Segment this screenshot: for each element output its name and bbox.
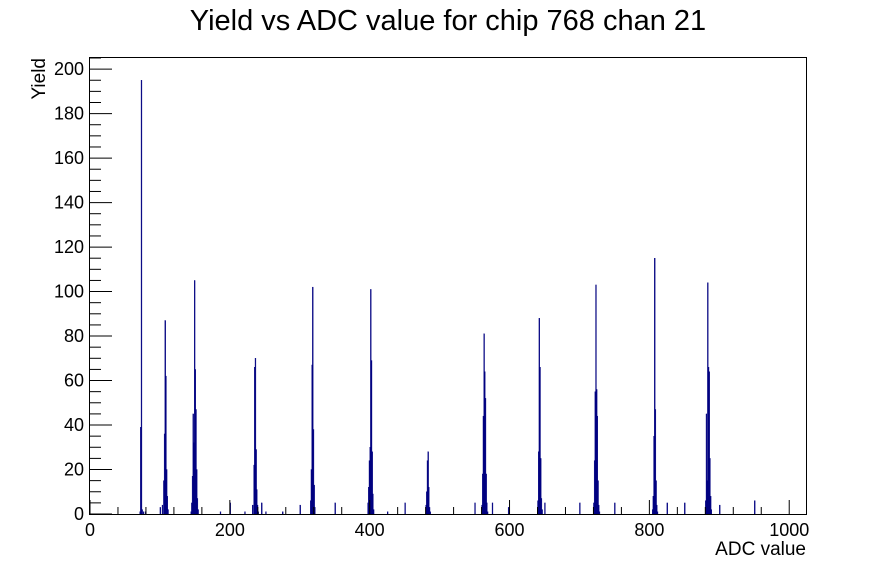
histogram-bin: [404, 502, 406, 515]
histogram-bin: [386, 511, 389, 515]
y-tick-label: 40: [64, 415, 84, 435]
x-axis-label: ADC value: [715, 539, 806, 560]
y-tick-label: 200: [54, 59, 84, 79]
x-tick-label: 200: [215, 520, 245, 540]
y-tick-label: 120: [54, 237, 84, 257]
axes: 0 200 400 600 800 1000 0 20 40 60 80 100 120 140 160 18…: [54, 57, 809, 540]
histogram-bin: [656, 511, 659, 515]
histogram-bin: [544, 502, 546, 515]
histogram-bin: [486, 511, 489, 515]
histogram-bin: [244, 511, 246, 515]
histogram-bin: [474, 502, 476, 515]
y-tick-label: 140: [54, 193, 84, 213]
histogram-bin: [140, 80, 143, 515]
y-axis-label: Yield: [29, 58, 50, 100]
histogram-bin: [429, 511, 431, 515]
histogram-bin: [282, 511, 284, 515]
histogram-bin: [373, 509, 375, 515]
histogram-bin: [299, 504, 301, 515]
y-tick-label: 160: [54, 148, 84, 168]
plot-frame: [89, 57, 807, 515]
histogram-bin: [261, 502, 263, 515]
histogram-bin: [334, 502, 336, 515]
histogram-bin: [252, 504, 254, 515]
histogram-bin: [541, 509, 543, 515]
histogram-bin: [142, 511, 145, 515]
histogram-bin: [314, 507, 316, 515]
histogram-bin: [141, 509, 143, 515]
y-tick-label: 20: [64, 460, 84, 480]
histogram-bin: [614, 502, 616, 515]
x-tick-label: 600: [495, 520, 525, 540]
x-tick-label: 400: [355, 520, 385, 540]
histogram-bin: [219, 511, 222, 515]
histogram-bin: [754, 500, 756, 515]
histogram-bin: [507, 507, 510, 515]
histogram-bin: [167, 509, 169, 515]
histogram-bin: [265, 511, 267, 515]
histogram-bin: [579, 502, 581, 515]
histogram-bin: [666, 502, 668, 515]
histogram-bin: [710, 509, 712, 515]
y-tick-label: 180: [54, 104, 84, 124]
histogram-bin: [598, 511, 601, 515]
histogram-bin: [161, 504, 164, 515]
x-tick-label: 1000: [769, 520, 809, 540]
y-tick-label: 0: [74, 504, 84, 524]
y-tick-label: 80: [64, 326, 84, 346]
x-tick-label: 0: [85, 520, 95, 540]
chart-title: Yield vs ADC value for chip 768 chan 21: [190, 5, 706, 37]
histogram-bin: [719, 504, 721, 515]
histogram-bin: [159, 507, 161, 515]
histogram-bin: [684, 502, 686, 515]
y-tick-label: 100: [54, 282, 84, 302]
histogram-bin: [491, 502, 494, 515]
y-tick-label: 60: [64, 371, 84, 391]
x-tick-label: 800: [634, 520, 664, 540]
histogram-bin: [197, 509, 199, 515]
